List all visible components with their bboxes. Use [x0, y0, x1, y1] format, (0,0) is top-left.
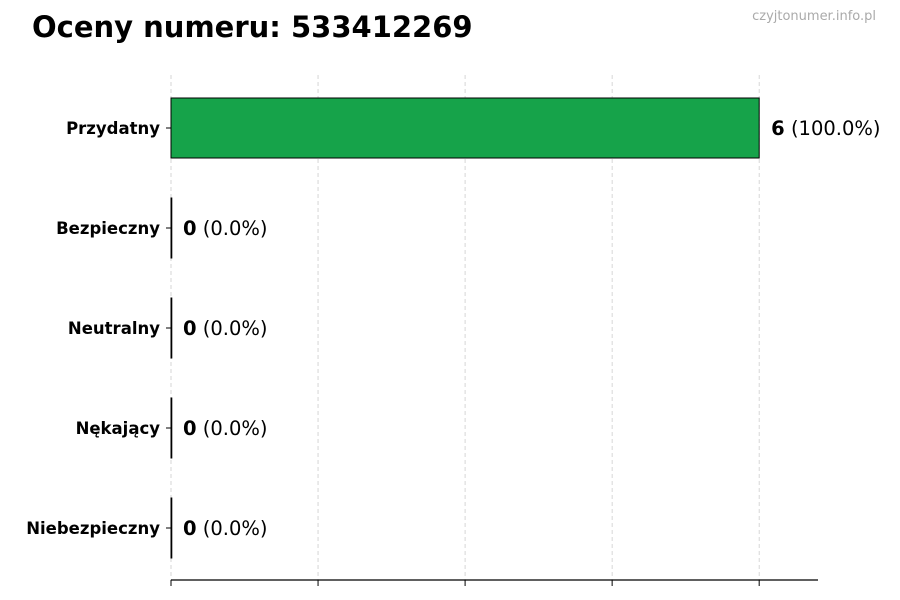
watermark: czyjtonumer.info.pl	[752, 9, 876, 24]
chart-title: Oceny numeru: 533412269	[32, 10, 473, 44]
y-tick-label: Bezpieczny	[56, 219, 160, 238]
data-label: 0 (0.0%)	[183, 517, 268, 540]
y-tick-label: Niebezpieczny	[26, 519, 160, 538]
data-label-count: 6	[771, 117, 785, 140]
bar-przydatny	[170, 97, 760, 159]
data-label-percent: (100.0%)	[785, 117, 881, 140]
data-label-percent: (0.0%)	[197, 217, 268, 240]
bar-neutralny	[170, 297, 173, 359]
data-label-count: 0	[183, 417, 197, 440]
data-label-count: 0	[183, 317, 197, 340]
bar-niebezpieczny	[170, 497, 173, 559]
y-tick-label: Nękający	[76, 419, 161, 438]
y-tick-label: Neutralny	[68, 319, 160, 338]
bar-bezpieczny	[170, 197, 173, 259]
data-label-percent: (0.0%)	[197, 317, 268, 340]
bar-nękający	[170, 397, 173, 459]
data-label: 6 (100.0%)	[771, 117, 880, 140]
data-label-count: 0	[183, 517, 197, 540]
data-label: 0 (0.0%)	[183, 417, 268, 440]
data-label-percent: (0.0%)	[197, 517, 268, 540]
data-label-percent: (0.0%)	[197, 417, 268, 440]
data-label: 0 (0.0%)	[183, 217, 268, 240]
data-label: 0 (0.0%)	[183, 317, 268, 340]
data-label-count: 0	[183, 217, 197, 240]
y-tick-label: Przydatny	[66, 119, 160, 138]
